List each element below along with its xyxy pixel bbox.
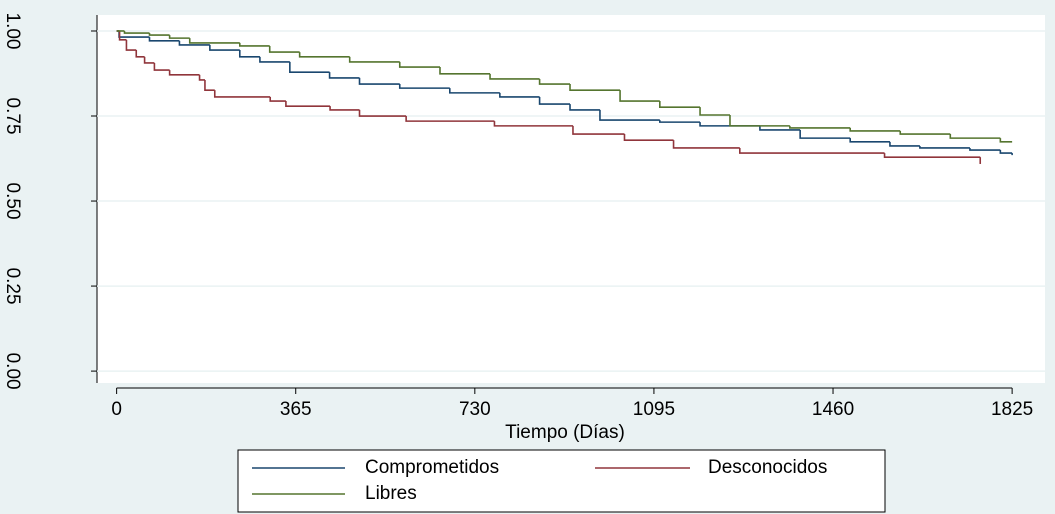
- survival-step: [759, 125, 801, 131]
- x-tick-label: 1095: [633, 399, 675, 420]
- survival-step: [268, 45, 300, 53]
- survival-step: [789, 125, 851, 129]
- survival-step: [883, 153, 981, 158]
- legend-label: Comprometidos: [365, 457, 499, 478]
- x-axis-title: Tiempo (Días): [505, 422, 625, 443]
- survival-step: [489, 73, 540, 80]
- survival-step: [538, 78, 571, 85]
- survival-step: [999, 138, 1013, 143]
- survival-step: [969, 147, 1001, 151]
- x-tick-label: 1825: [991, 399, 1033, 420]
- x-tick-label: 1460: [812, 399, 854, 420]
- survival-step: [672, 140, 740, 149]
- y-tick-label: 0.00: [2, 353, 23, 390]
- survival-step: [569, 84, 621, 91]
- survival-step: [538, 96, 571, 105]
- survival-step: [398, 61, 440, 68]
- survival-step: [148, 37, 180, 42]
- survival-step: [168, 35, 190, 39]
- survival-step: [572, 125, 625, 135]
- survival-step: [599, 109, 660, 121]
- survival-step: [738, 147, 885, 154]
- survival-step: [358, 109, 407, 117]
- x-tick-label: 0: [111, 399, 122, 420]
- plot-area: [97, 15, 1045, 383]
- survival-step: [328, 72, 360, 79]
- survival-step: [269, 96, 286, 102]
- survival-step: [919, 145, 970, 149]
- legend-label: Libres: [365, 483, 417, 504]
- survival-step: [899, 130, 951, 135]
- survival-step: [449, 88, 500, 94]
- survival-step: [178, 40, 210, 46]
- survival-step: [198, 74, 205, 81]
- survival-step: [405, 116, 495, 122]
- y-tick-label: 0.75: [2, 98, 23, 135]
- survival-step: [285, 101, 331, 107]
- legend-label: Desconocidos: [708, 457, 827, 478]
- y-tick-label: 1.00: [2, 12, 23, 49]
- survival-step: [143, 56, 155, 64]
- x-tick-label: 365: [280, 399, 312, 420]
- survival-step: [188, 38, 240, 44]
- survival-step: [259, 56, 290, 63]
- survival-step: [699, 107, 730, 116]
- survival-step: [623, 134, 674, 141]
- survival-step: [499, 92, 540, 98]
- survival-step: [889, 141, 920, 147]
- legend-box: [237, 449, 886, 513]
- x-tick-label: 730: [459, 399, 491, 420]
- y-tick-label: 0.50: [2, 183, 23, 220]
- survival-step: [659, 101, 701, 108]
- survival-step: [729, 114, 790, 127]
- survival-step: [849, 127, 901, 132]
- survival-step: [398, 84, 450, 89]
- survival-step: [949, 134, 1001, 139]
- survival-step: [619, 90, 660, 102]
- survival-step: [238, 50, 260, 58]
- survival-step: [118, 30, 127, 41]
- survival-step: [209, 44, 240, 51]
- survival-step: [289, 61, 330, 73]
- survival-step: [298, 52, 350, 58]
- survival-step: [659, 120, 701, 123]
- survival-step: [999, 150, 1013, 154]
- survival-step: [204, 79, 215, 91]
- survival-step: [799, 129, 851, 139]
- survival-step: [168, 70, 200, 76]
- survival-step: [153, 62, 170, 71]
- survival-step: [329, 106, 360, 111]
- survival-step: [348, 56, 400, 63]
- survival-step: [238, 42, 270, 47]
- survival-step: [358, 77, 400, 85]
- survival-step: [148, 33, 170, 36]
- survival-step: [849, 138, 890, 143]
- survival-step: [439, 67, 491, 75]
- survival-step: [125, 39, 137, 51]
- survival-step: [213, 90, 271, 98]
- survival-step: [569, 104, 600, 111]
- survival-step: [123, 30, 150, 34]
- survival-step: [135, 50, 145, 58]
- survival-step: [493, 121, 573, 127]
- y-tick-label: 0.25: [2, 268, 23, 305]
